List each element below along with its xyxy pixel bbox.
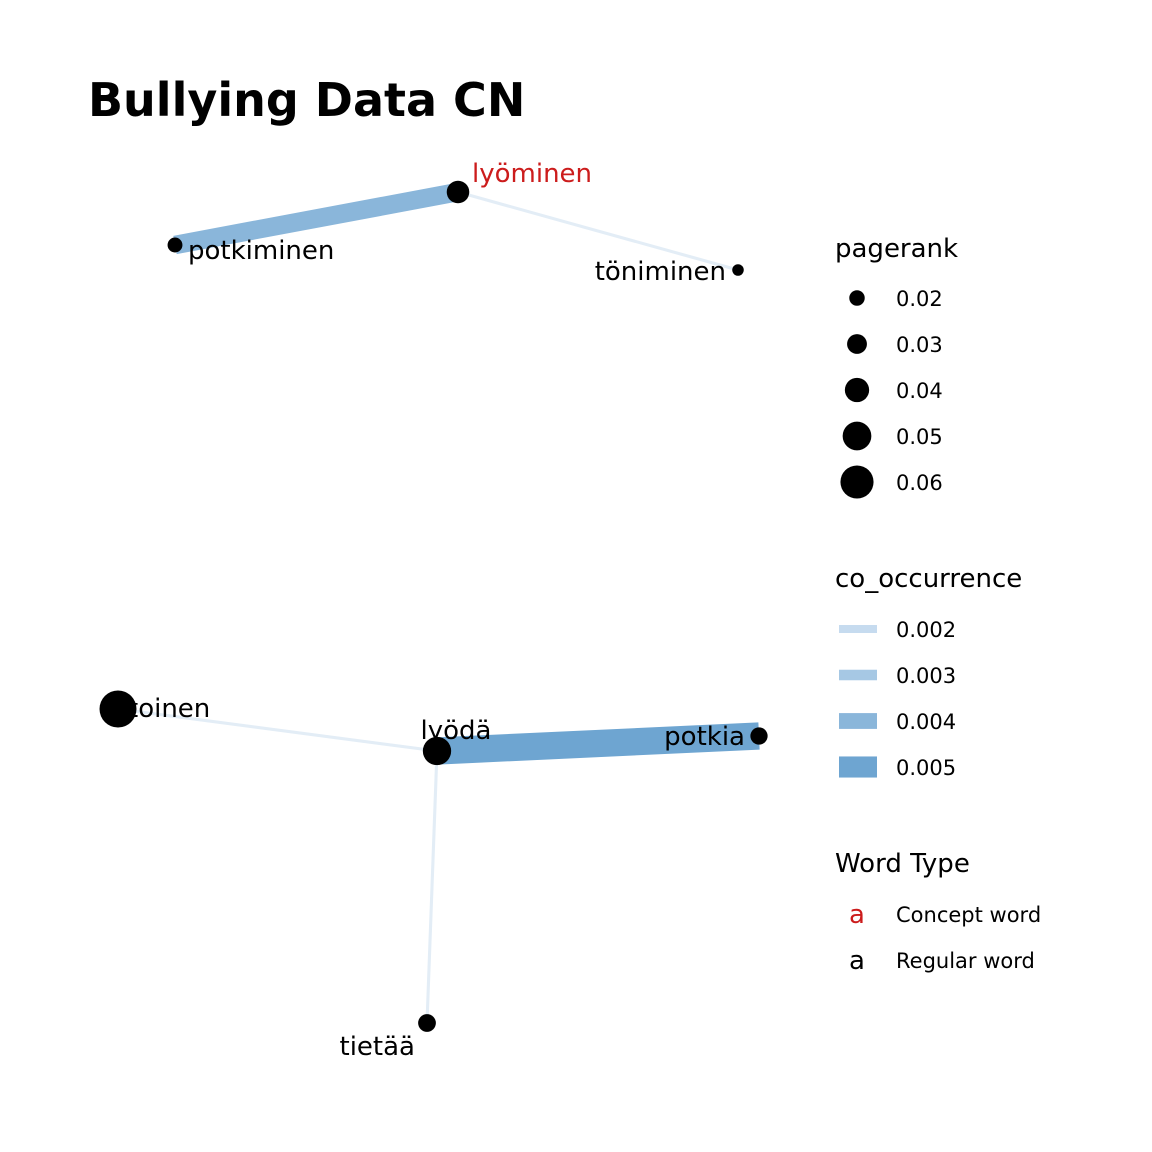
edge-lyominen-toniminen [457, 190, 739, 272]
legend-word-type-title: Word Type [835, 849, 970, 879]
legend-co-occurrence-label-1: 0.003 [896, 664, 956, 688]
legend-pagerank-label-2: 0.04 [896, 379, 943, 403]
edge-lyoda-potkia [436, 722, 760, 765]
legend-pagerank-label-1: 0.03 [896, 333, 943, 357]
legend-co-occurrence-label-0: 0.002 [896, 618, 956, 642]
edge-toinen-lyoda [117, 707, 438, 753]
node-label-potkia: potkia [664, 722, 745, 752]
legend-word-type-glyph-1: a [849, 946, 865, 976]
legend-pagerank-key-2 [844, 377, 870, 403]
legend-co-occurrence-key-1 [839, 669, 877, 681]
legend-pagerank-label-3: 0.05 [896, 425, 943, 449]
legend-co-occurrence-key-2 [839, 713, 877, 729]
legend-word-type-label-0: Concept word [896, 903, 1041, 927]
legend-word-type-keys: a Concept word a Regular word [849, 900, 1041, 976]
node-label-toniminen: töniminen [595, 257, 726, 287]
edge-lyominen-potkiminen [173, 182, 460, 255]
node-label-toinen: toinen [128, 694, 210, 724]
chart-title: Bullying Data CN [88, 73, 525, 127]
edges-layer [117, 182, 760, 1024]
legend-co-occurrence-label-3: 0.005 [896, 756, 956, 780]
node-potkiminen [167, 237, 183, 253]
node-label-lyoda: lyödä [421, 716, 492, 746]
legend-pagerank-key-4 [840, 465, 874, 499]
legend-word-type-glyph-0: a [849, 900, 865, 930]
legend-pagerank-title: pagerank [835, 234, 958, 264]
node-lyominen [446, 180, 470, 204]
node-tietaa [418, 1014, 436, 1032]
legend-co-occurrence-key-0 [839, 625, 877, 633]
legend-pagerank-key-3 [842, 421, 872, 451]
legend-pagerank-label-4: 0.06 [896, 471, 943, 495]
legend-co-occurrence-label-2: 0.004 [896, 710, 956, 734]
legend-pagerank-key-0 [849, 290, 865, 306]
legend-pagerank-keys: 0.02 0.03 0.04 0.05 0.06 [840, 287, 943, 499]
node-label-tietaa: tietää [340, 1032, 415, 1062]
legend-pagerank-key-1 [847, 334, 867, 354]
labels-layer: lyöminen potkiminen töniminen toinen lyödä po… [128, 159, 745, 1062]
node-lyoda [422, 736, 452, 766]
node-label-potkiminen: potkiminen [188, 236, 334, 266]
legend-word-type-label-1: Regular word [896, 949, 1035, 973]
node-toniminen [732, 264, 744, 276]
node-label-lyominen: lyöminen [472, 159, 592, 189]
edge-lyoda-tietaa [425, 750, 439, 1024]
legend-pagerank-label-0: 0.02 [896, 287, 943, 311]
legend-co-occurrence-title: co_occurrence [835, 564, 1022, 594]
node-potkia [750, 727, 768, 745]
legend-co-occurrence-key-3 [839, 756, 877, 778]
nodes-layer [99, 180, 768, 1032]
legend: pagerank 0.02 0.03 0.04 0.05 0.06 co_occurre… [835, 234, 1041, 976]
legend-co-occurrence-keys: 0.002 0.003 0.004 0.005 [839, 618, 956, 780]
node-toinen [99, 690, 137, 728]
